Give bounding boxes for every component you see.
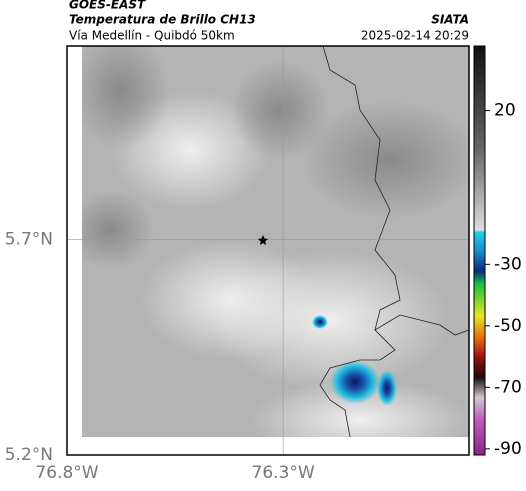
colorbar-tick-label: -70 bbox=[494, 377, 522, 397]
colorbar-tick-label: -50 bbox=[494, 316, 522, 336]
x-tick-label: 76.3°W bbox=[252, 463, 315, 483]
header-title: GOES-EAST bbox=[69, 0, 146, 12]
x-tick-label: 76.8°W bbox=[35, 463, 98, 483]
map-frame bbox=[66, 45, 470, 456]
header-datetime: 2025-02-14 20:29 bbox=[361, 29, 469, 43]
colorbar-tick-label: -90 bbox=[494, 439, 522, 459]
colorbar-tick-label: 20 bbox=[494, 101, 516, 121]
header-subtitle: Temperatura de Brillo CH13 bbox=[69, 13, 256, 27]
location-marker bbox=[258, 235, 268, 245]
colorbar bbox=[473, 45, 486, 456]
colorbar-tick-label: -30 bbox=[494, 254, 522, 274]
map-image bbox=[82, 46, 469, 437]
y-tick-label: 5.2°N bbox=[5, 445, 53, 465]
y-tick-label: 5.7°N bbox=[5, 230, 53, 250]
header-source: SIATA bbox=[431, 13, 469, 27]
header-region: Vía Medellín - Quibdó 50km bbox=[69, 29, 235, 43]
